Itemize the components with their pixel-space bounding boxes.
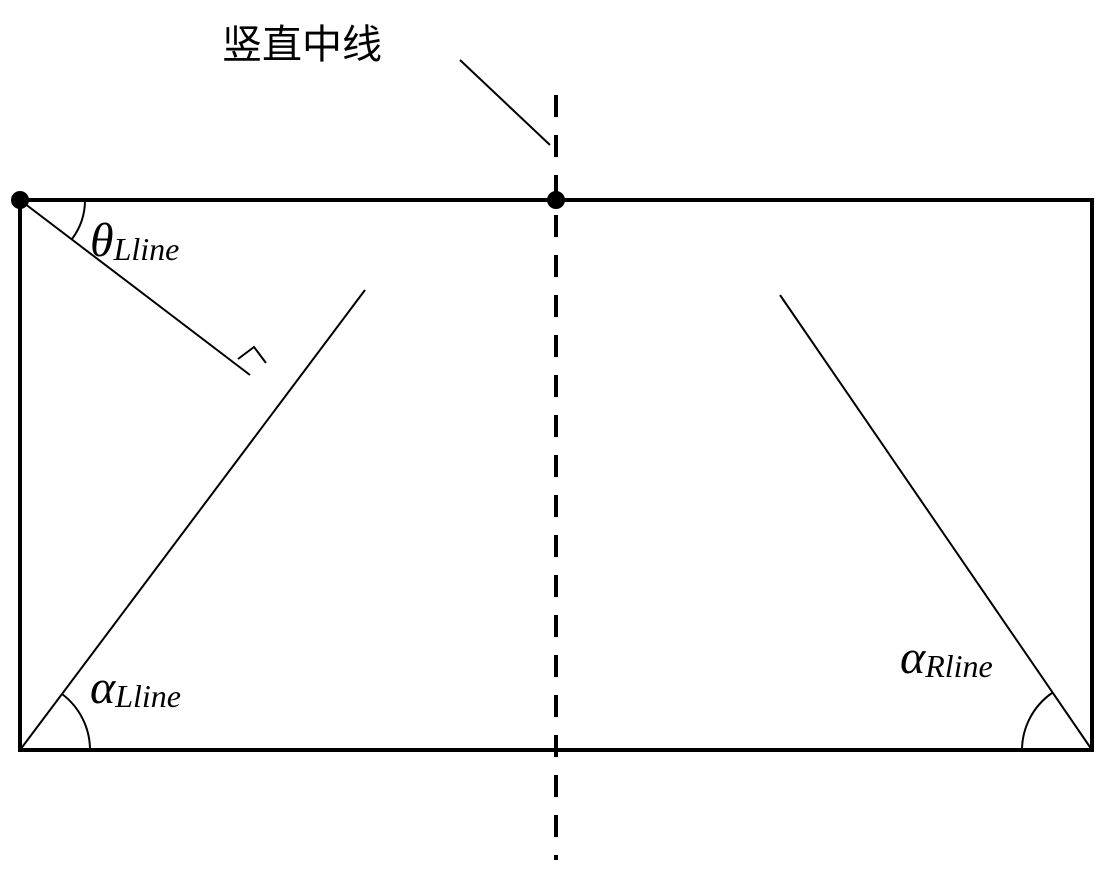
- alpha-left-label: αLline: [90, 660, 181, 715]
- theta-label: θLline: [90, 213, 179, 268]
- theta-symbol: θ: [90, 214, 114, 267]
- alpha-left-symbol: α: [90, 661, 115, 714]
- leader-line: [460, 60, 550, 145]
- diagram-svg: [0, 0, 1112, 872]
- dot-top-left: [11, 191, 29, 209]
- theta-subscript: Lline: [114, 231, 180, 267]
- alpha-right-symbol: α: [900, 631, 925, 684]
- right-angle-marker: [238, 347, 266, 363]
- diagram-container: 竖直中线 θLline αLline αRline: [0, 0, 1112, 872]
- alpha-left-subscript: Lline: [115, 678, 181, 714]
- alpha-right-label: αRline: [900, 630, 993, 685]
- theta-angle-arc: [72, 200, 85, 239]
- alpha-right-subscript: Rline: [925, 648, 993, 684]
- midline-annotation: 竖直中线: [222, 12, 382, 70]
- left-lane-line: [20, 290, 365, 750]
- alpha-left-angle-arc: [62, 694, 90, 750]
- dot-top-mid: [547, 191, 565, 209]
- alpha-right-angle-arc: [1022, 693, 1052, 750]
